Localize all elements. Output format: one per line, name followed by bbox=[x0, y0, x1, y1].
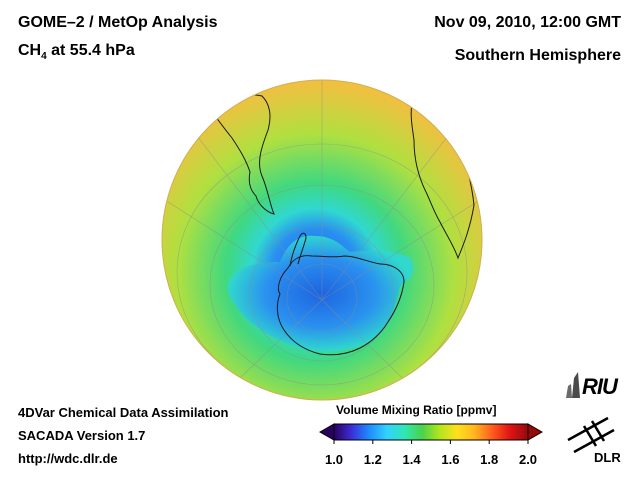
south-america-coast bbox=[209, 94, 275, 215]
riu-logo-mark bbox=[566, 372, 580, 398]
species-label: CH4 at 55.4 hPa bbox=[18, 42, 135, 62]
polar-vortex-region bbox=[227, 235, 414, 352]
riu-logo-text: RIU bbox=[582, 374, 618, 399]
colorbar-tick-label: 1.4 bbox=[402, 452, 421, 467]
colorbar-tick-label: 2.0 bbox=[518, 452, 538, 467]
dlr-logo-text: DLR bbox=[594, 450, 621, 465]
colorbar-title: Volume Mixing Ratio [ppmv] bbox=[336, 403, 497, 417]
species-subscript: 4 bbox=[41, 51, 47, 63]
species-suffix: at 55.4 hPa bbox=[46, 42, 135, 59]
footer-url[interactable]: http://wdc.dlr.de bbox=[18, 451, 118, 466]
antarctic-peninsula bbox=[289, 232, 307, 267]
footer-version: SACADA Version 1.7 bbox=[18, 428, 146, 443]
colorbar-high-arrow bbox=[527, 423, 544, 441]
colorbar-tick-label: 1.0 bbox=[324, 452, 344, 467]
colorbar-tick-label: 1.2 bbox=[363, 452, 382, 467]
colorbar bbox=[318, 423, 544, 444]
analysis-datetime: Nov 09, 2010, 12:00 GMT bbox=[434, 14, 621, 31]
globe-outline bbox=[161, 79, 483, 401]
analysis-title: GOME–2 / MetOp Analysis bbox=[18, 14, 218, 31]
antarctica-coast bbox=[276, 255, 405, 356]
hemisphere-label: Southern Hemisphere bbox=[454, 47, 621, 64]
species-prefix: CH bbox=[18, 42, 42, 59]
colorbar-low-arrow bbox=[318, 423, 335, 441]
colorbar-tick-label: 1.8 bbox=[480, 452, 499, 467]
colorbar-tick-label: 1.6 bbox=[441, 452, 460, 467]
colorbar-scale bbox=[333, 423, 529, 441]
footer-method: 4DVar Chemical Data Assimilation bbox=[18, 405, 229, 420]
dlr-logo-mark bbox=[567, 416, 615, 454]
